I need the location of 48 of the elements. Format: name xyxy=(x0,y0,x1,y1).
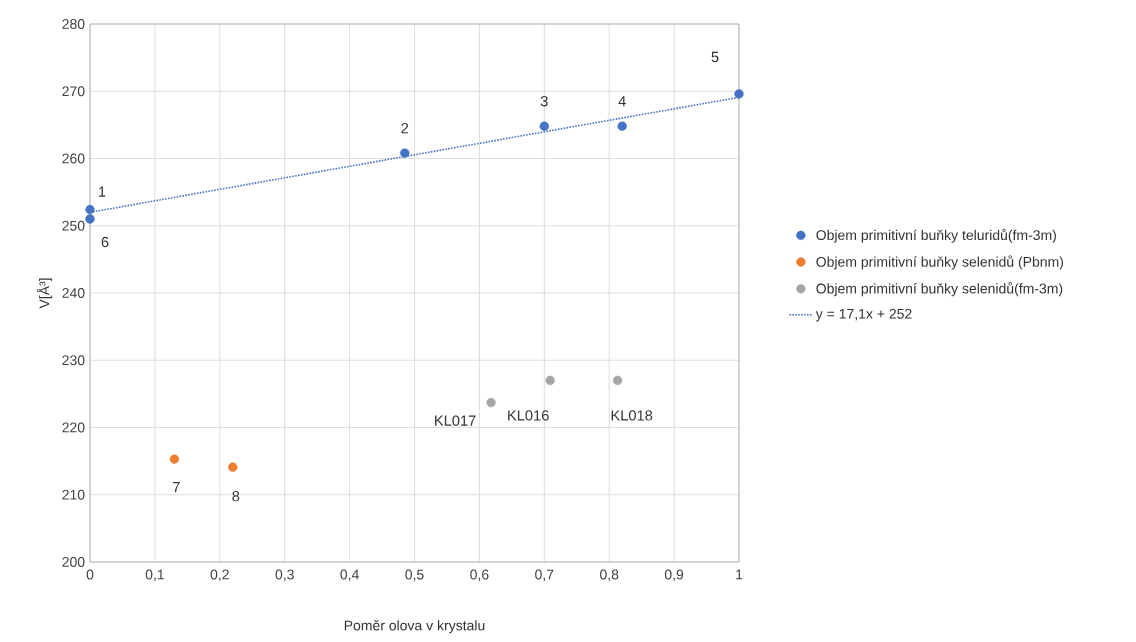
x-tick-label: 0,4 xyxy=(340,569,359,582)
y-tick-label: 200 xyxy=(62,557,85,567)
annotation: KL017 xyxy=(435,415,476,426)
annotation: KL018 xyxy=(611,410,653,421)
y-tick-label: 220 xyxy=(62,422,85,433)
annotation: 6 xyxy=(101,236,109,248)
x-tick-label: 0 xyxy=(86,569,94,580)
x-tick-label: 0,5 xyxy=(405,569,424,582)
x-tick-label: 0,2 xyxy=(210,569,229,582)
y-tick-label: 250 xyxy=(62,220,85,231)
legend-label: Objem primitivní buňky teluridů(fm-3m) xyxy=(816,228,1056,243)
annotation: 2 xyxy=(401,123,409,134)
point xyxy=(486,397,496,408)
y-tick-label: 230 xyxy=(62,355,85,366)
x-tick-label: 0,8 xyxy=(600,569,619,582)
y-tick-label: 210 xyxy=(62,489,85,500)
x-tick-label: 1 xyxy=(736,569,743,580)
annotation: 7 xyxy=(173,482,180,493)
annotation: 1 xyxy=(99,186,106,197)
x-tick-label: 0,6 xyxy=(470,569,489,582)
legend-label: Objem primitivní buňky selenidů (Pbnm) xyxy=(816,255,1064,270)
point xyxy=(169,454,180,464)
y-tick-label: 270 xyxy=(62,86,85,97)
annotation: 5 xyxy=(711,51,719,63)
y-tick-label: 240 xyxy=(62,288,85,298)
legend-label: Objem primitivní buňky selenidů(fm-3m) xyxy=(816,282,1063,297)
point xyxy=(539,121,549,131)
point xyxy=(228,462,238,472)
x-tick-label: 0,1 xyxy=(145,569,164,582)
annotation: 4 xyxy=(618,96,626,107)
point xyxy=(400,148,410,158)
legend-label: y = 17,1x + 252 xyxy=(815,308,912,322)
annotation: 3 xyxy=(540,96,548,107)
annotation: 8 xyxy=(232,490,240,502)
x-tick-label: 0,9 xyxy=(664,569,684,582)
x-tick-label: 0,3 xyxy=(275,569,294,582)
point xyxy=(612,375,623,386)
x-axis-title: Poměr olova v krystalu xyxy=(344,620,485,634)
point xyxy=(85,214,95,224)
annotation: KL016 xyxy=(508,410,549,421)
y-axis-title: V[Å³] xyxy=(37,278,53,309)
point xyxy=(617,121,627,131)
point xyxy=(85,204,95,215)
point xyxy=(734,89,744,99)
y-tick-label: 280 xyxy=(62,19,85,29)
point xyxy=(545,375,555,386)
x-tick-label: 0,7 xyxy=(535,569,554,582)
y-tick-label: 260 xyxy=(62,153,85,164)
